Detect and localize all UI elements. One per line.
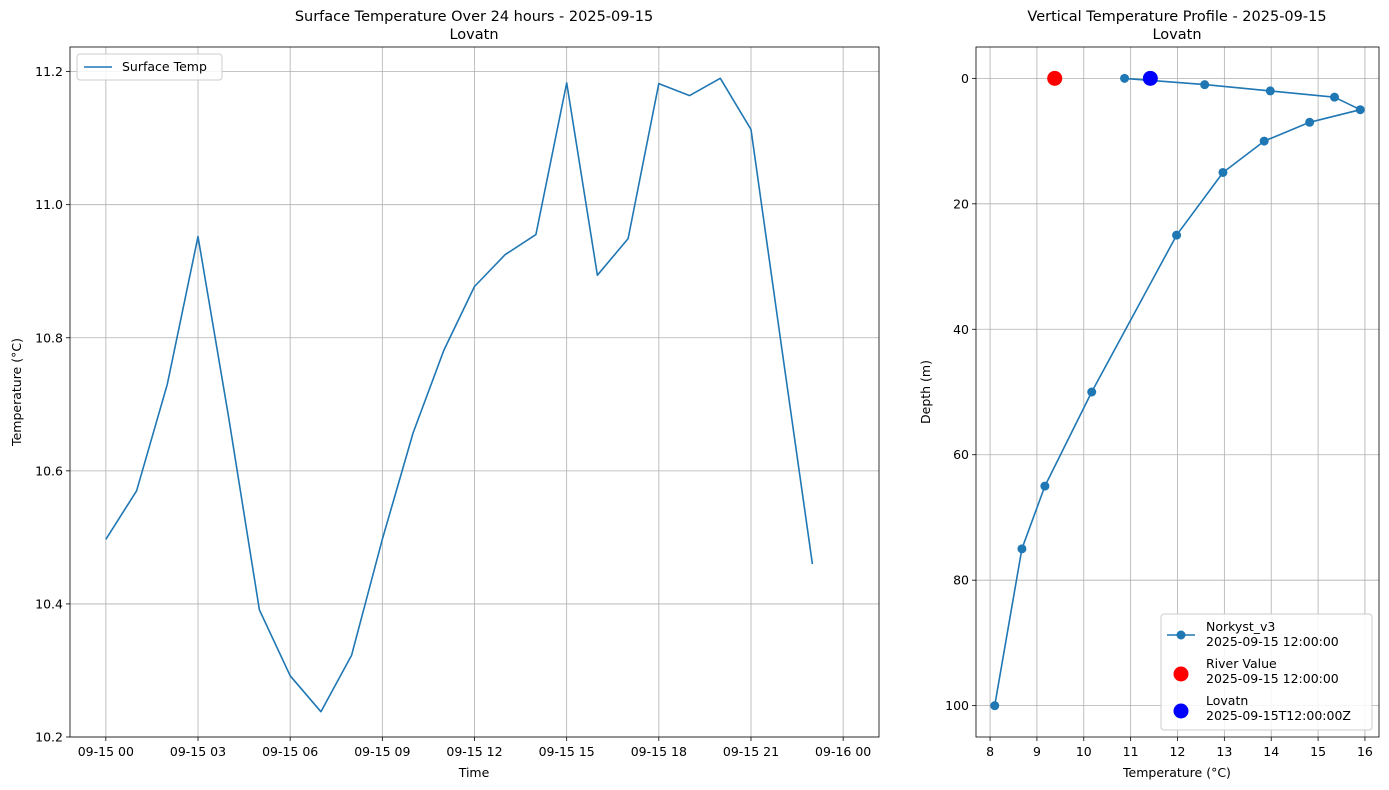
chart2-y-tick-label: 80 (953, 573, 969, 588)
chart2-x-tick-label: 16 (1357, 744, 1373, 759)
chart1-subtitle: Lovatn (449, 27, 498, 43)
chart1-x-tick-label: 09-16 00 (815, 744, 871, 759)
chart1-x-tick-label: 09-15 03 (170, 744, 226, 759)
chart2-y-axis-label: Depth (m) (918, 360, 933, 424)
chart1-y-tick-label: 10.6 (35, 463, 63, 478)
chart2-x-axis-label: Temperature (°C) (1122, 765, 1231, 780)
chart1-x-ticks: 09-15 00 09-15 03 09-15 06 09-15 09 09-15 12… (78, 737, 871, 759)
chart2-point-norkyst (1017, 544, 1027, 554)
chart2-x-tick-label: 15 (1310, 744, 1326, 759)
chart2-point-norkyst (1120, 73, 1130, 83)
chart2-subtitle: Lovatn (1152, 27, 1201, 43)
chart1-y-tick-label: 10.4 (35, 596, 63, 611)
chart1-x-tick-label: 09-15 15 (539, 744, 595, 759)
chart1-series (105, 77, 814, 713)
chart2-legend-river-marker-icon (1173, 666, 1189, 682)
chart1-series-line-surface-temp (105, 77, 814, 713)
chart1-x-tick-label: 09-15 06 (262, 744, 318, 759)
chart1-y-ticks: 10.2 10.4 10.6 10.8 11.0 11.2 (35, 64, 70, 745)
chart2-x-tick-label: 14 (1263, 744, 1279, 759)
vertical-profile-chart: Vertical Temperature Profile - 2025-09-1… (918, 9, 1380, 780)
chart1-y-axis-label: Temperature (°C) (9, 338, 24, 447)
chart2-x-tick-label: 13 (1216, 744, 1232, 759)
chart1-x-tick-label: 09-15 09 (354, 744, 410, 759)
chart1-x-tick-label: 09-15 00 (78, 744, 134, 759)
chart2-legend-norkyst-label: Norkyst_v3 (1206, 619, 1275, 634)
surface-temperature-chart: Surface Temperature Over 24 hours - 2025… (9, 9, 880, 780)
chart1-legend: Surface Temp (76, 53, 223, 81)
chart2-point-norkyst (990, 701, 1000, 711)
chart2-point-norkyst (1355, 105, 1365, 115)
chart2-x-ticks: 8 9 10 11 12 13 14 15 16 (986, 737, 1373, 759)
chart1-y-tick-label: 10.2 (35, 730, 63, 745)
chart1-x-tick-label: 09-15 18 (631, 744, 687, 759)
chart1-y-tick-label: 10.8 (35, 330, 63, 345)
chart2-legend-norkyst-time: 2025-09-15 12:00:00 (1206, 634, 1339, 649)
chart2-point-norkyst (1305, 117, 1315, 127)
chart2-point-norkyst (1040, 481, 1050, 491)
chart1-grid (70, 47, 879, 738)
chart2-legend-lovatn-time: 2025-09-15T12:00:00Z (1206, 708, 1351, 723)
chart2-title: Vertical Temperature Profile - 2025-09-1… (1027, 9, 1326, 25)
chart2-legend: Norkyst_v3 2025-09-15 12:00:00 River Val… (1160, 613, 1373, 731)
chart1-x-tick-label: 09-15 12 (446, 744, 502, 759)
chart2-y-tick-label: 40 (953, 322, 969, 337)
chart2-point-norkyst (1259, 136, 1269, 146)
chart2-y-ticks: 0 20 40 60 80 100 (945, 71, 976, 713)
chart2-legend-river-label: River Value (1206, 656, 1277, 671)
chart2-point-norkyst (1218, 167, 1228, 177)
chart1-legend-label: Surface Temp (122, 59, 207, 74)
chart2-point-norkyst (1329, 92, 1339, 102)
chart2-y-tick-label: 20 (953, 196, 969, 211)
chart1-x-tick-label: 09-15 21 (723, 744, 779, 759)
chart1-x-axis-label: Time (458, 765, 490, 780)
chart1-y-tick-label: 11.2 (35, 64, 63, 79)
chart2-legend-norkyst-marker-icon (1176, 630, 1186, 640)
chart2-legend-lovatn-label: Lovatn (1206, 693, 1248, 708)
chart2-x-tick-label: 11 (1123, 744, 1139, 759)
chart1-legend-box (76, 53, 223, 81)
chart2-x-tick-label: 10 (1076, 744, 1092, 759)
chart2-x-tick-label: 9 (1033, 744, 1041, 759)
chart1-y-tick-label: 11.0 (35, 197, 63, 212)
chart2-y-tick-label: 100 (945, 698, 969, 713)
chart2-point-river-value (1047, 70, 1063, 86)
chart2-point-norkyst (1172, 230, 1182, 240)
chart2-legend-box (1160, 613, 1373, 731)
chart2-series (990, 70, 1365, 711)
chart2-legend-river-time: 2025-09-15 12:00:00 (1206, 671, 1339, 686)
chart2-point-norkyst (1087, 387, 1097, 397)
chart2-x-tick-label: 8 (986, 744, 994, 759)
chart2-y-tick-label: 0 (961, 71, 969, 86)
chart2-y-tick-label: 60 (953, 447, 969, 462)
chart2-point-norkyst (1200, 80, 1210, 90)
chart2-point-norkyst (1265, 86, 1275, 96)
chart2-x-tick-label: 12 (1170, 744, 1186, 759)
chart2-point-lovatn (1142, 70, 1158, 86)
chart1-title: Surface Temperature Over 24 hours - 2025… (295, 9, 653, 25)
chart2-legend-lovatn-marker-icon (1173, 703, 1189, 719)
